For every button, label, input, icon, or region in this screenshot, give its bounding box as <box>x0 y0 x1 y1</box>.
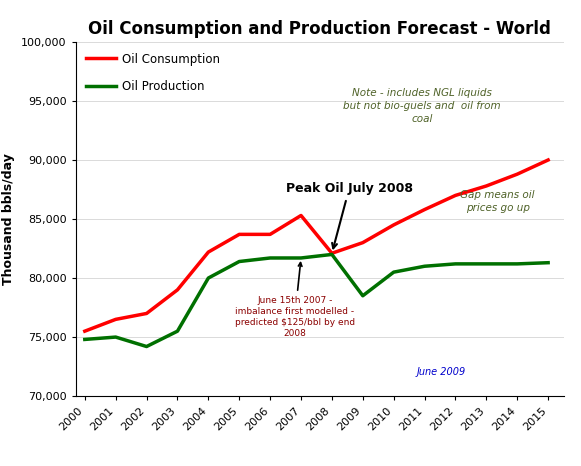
Oil Production <box>81 336 88 342</box>
Text: June 2009: June 2009 <box>417 367 466 377</box>
Line: Oil Production: Oil Production <box>85 254 548 347</box>
Oil Consumption <box>359 240 366 246</box>
Legend: Oil Consumption, Oil Production: Oil Consumption, Oil Production <box>81 48 224 97</box>
Oil Production <box>143 344 150 350</box>
Oil Production <box>112 334 119 340</box>
Oil Consumption <box>267 232 274 237</box>
Text: June 15th 2007 -
imbalance first modelled -
predicted $125/bbl by end
2008: June 15th 2007 - imbalance first modelle… <box>235 263 355 338</box>
Oil Consumption <box>112 316 119 322</box>
Oil Consumption <box>421 207 428 212</box>
Oil Consumption <box>328 250 335 256</box>
Oil Consumption <box>483 183 490 189</box>
Oil Production <box>483 261 490 267</box>
Oil Consumption <box>297 212 304 218</box>
Oil Production <box>390 269 397 275</box>
Oil Production <box>328 252 335 257</box>
Oil Production <box>205 275 212 281</box>
Oil Production <box>267 255 274 261</box>
Oil Production <box>452 261 459 267</box>
Oil Consumption <box>143 311 150 316</box>
Line: Oil Consumption: Oil Consumption <box>85 160 548 331</box>
Oil Consumption <box>236 232 243 237</box>
Oil Consumption <box>390 222 397 228</box>
Oil Production <box>174 329 181 334</box>
Oil Consumption <box>174 287 181 293</box>
Oil Consumption <box>81 329 88 334</box>
Oil Consumption <box>544 157 551 163</box>
Oil Production <box>359 293 366 299</box>
Oil Production <box>421 263 428 269</box>
Text: Peak Oil July 2008: Peak Oil July 2008 <box>286 182 413 248</box>
Title: Oil Consumption and Production Forecast - World: Oil Consumption and Production Forecast … <box>88 20 551 38</box>
Oil Consumption <box>514 171 521 177</box>
Oil Production <box>297 255 304 261</box>
Oil Production <box>236 259 243 264</box>
Text: Gap means oil
prices go up: Gap means oil prices go up <box>460 190 535 213</box>
Text: Note - includes NGL liquids
but not bio-guels and  oil from
coal: Note - includes NGL liquids but not bio-… <box>343 88 501 124</box>
Oil Production <box>514 261 521 267</box>
Oil Consumption <box>205 249 212 255</box>
Y-axis label: Thousand bbls/day: Thousand bbls/day <box>2 153 16 285</box>
Oil Consumption <box>452 192 459 198</box>
Oil Production <box>544 260 551 266</box>
